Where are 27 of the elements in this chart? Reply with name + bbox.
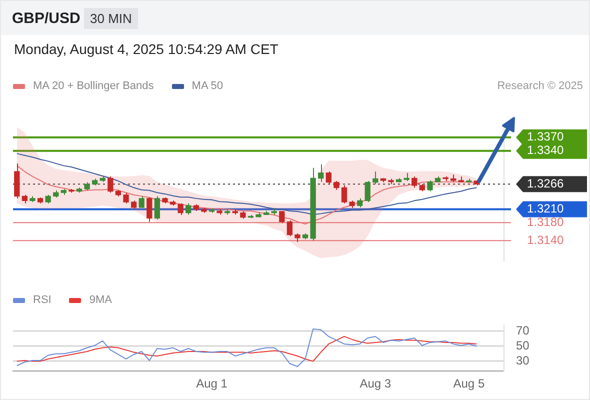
candlestick: [162, 197, 168, 204]
y-tick-label: 1.3266: [527, 176, 564, 190]
y-tick-label: 1.3180: [527, 214, 564, 229]
candlestick: [349, 200, 355, 208]
candlestick: [84, 182, 90, 191]
text: 30 MIN: [84, 8, 138, 29]
y-tick-label: 1.3140: [527, 232, 564, 247]
y-tick-label: 1.3210: [527, 202, 564, 216]
candlestick: [30, 196, 36, 203]
candlestick: [123, 192, 129, 204]
x-tick-label: Aug 1: [196, 376, 228, 391]
y-tick-label: 30: [516, 354, 530, 368]
legend-label: MA 20 + Bollinger Bands: [33, 80, 154, 92]
text: Research © 2025: [497, 80, 583, 92]
chart-title: GBP/USD: [12, 10, 80, 27]
y-tick-label: 70: [516, 324, 530, 338]
candlestick: [201, 207, 207, 214]
x-tick-label: Aug 5: [453, 376, 485, 391]
legend-label: 9MA: [89, 294, 112, 306]
legend-label: MA 50: [192, 80, 223, 92]
x-tick-label: Aug 3: [360, 376, 392, 391]
legend-label: RSI: [33, 294, 52, 306]
chart-subtitle: Monday, August 4, 2025 10:54:29 AM CET: [14, 41, 278, 57]
candlestick: [208, 208, 215, 214]
y-tick-label: 1.3340: [527, 143, 564, 158]
y-tick-label: 50: [516, 338, 530, 353]
y-tick-label: 1.3370: [527, 130, 564, 144]
